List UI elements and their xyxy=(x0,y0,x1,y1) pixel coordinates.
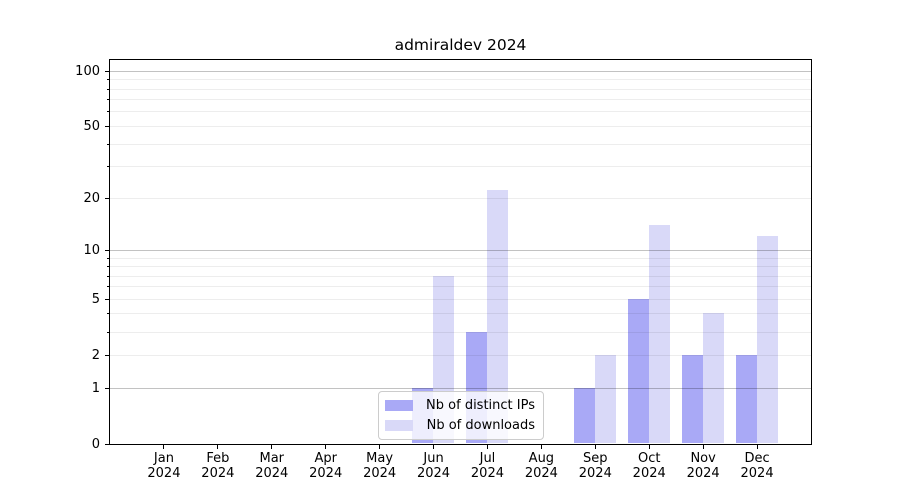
x-tick-label-jan: Jan 2024 xyxy=(147,451,181,481)
gridline-20 xyxy=(109,197,811,199)
x-tick-mark xyxy=(702,444,704,449)
gridline-60 xyxy=(109,111,811,113)
legend: Nb of distinct IPs Nb of downloads xyxy=(378,391,544,440)
bar-downloads-dec xyxy=(756,236,778,444)
y-tick-mark xyxy=(105,249,110,251)
x-tick-label-jul: Jul 2024 xyxy=(470,451,504,481)
x-tick-label-mar: Mar 2024 xyxy=(255,451,289,481)
gridline-1 xyxy=(109,387,811,389)
x-tick-label-feb: Feb 2024 xyxy=(201,451,235,481)
legend-swatch-downloads xyxy=(385,420,413,431)
x-tick-label-dec: Dec 2024 xyxy=(740,451,774,481)
x-tick-label-may: May 2024 xyxy=(363,451,397,481)
x-tick-label-aug: Aug 2024 xyxy=(524,451,558,481)
y-tick-mark xyxy=(105,387,110,389)
gridline-7 xyxy=(109,275,811,277)
gridline-100 xyxy=(109,70,811,72)
y-tick-mark xyxy=(105,298,110,300)
chart-title: admiraldev 2024 xyxy=(394,36,527,54)
legend-item-distinct-ips: Nb of distinct IPs xyxy=(385,398,535,413)
y-tick-label-1: 1 xyxy=(91,380,100,396)
bar-downloads-jul xyxy=(486,190,508,444)
y-tick-mark xyxy=(105,125,110,127)
x-tick-mark xyxy=(756,444,758,449)
y-tick-mark xyxy=(105,354,110,356)
plot-area xyxy=(108,58,812,445)
gridline-8 xyxy=(109,266,811,267)
gridline-40 xyxy=(109,143,811,145)
x-tick-mark xyxy=(648,444,650,449)
x-tick-label-sep: Sep 2024 xyxy=(578,451,612,481)
legend-label-distinct-ips: Nb of distinct IPs xyxy=(426,398,535,413)
x-tick-mark xyxy=(594,444,596,449)
gridline-70 xyxy=(109,99,811,101)
x-tick-mark xyxy=(163,444,165,449)
x-tick-mark xyxy=(486,444,488,449)
y-tick-label-2: 2 xyxy=(91,347,100,363)
x-tick-mark xyxy=(433,444,435,449)
gridline-2 xyxy=(109,354,811,356)
bar-downloads-nov xyxy=(702,313,724,444)
gridline-50 xyxy=(109,125,811,127)
gridline-5 xyxy=(109,298,811,300)
bar-downloads-oct xyxy=(648,224,670,444)
y-tick-label-5: 5 xyxy=(91,291,100,307)
y-tick-label-50: 50 xyxy=(83,118,100,134)
legend-swatch-distinct-ips xyxy=(385,400,413,411)
gridline-9 xyxy=(109,257,811,259)
gridline-10 xyxy=(109,249,811,251)
x-tick-mark xyxy=(379,444,381,449)
x-tick-mark xyxy=(325,444,327,449)
y-tick-mark xyxy=(105,70,110,72)
x-tick-label-nov: Nov 2024 xyxy=(686,451,720,481)
x-tick-mark xyxy=(271,444,273,449)
bar-distinct-ips-nov xyxy=(681,354,703,444)
plot-inner xyxy=(109,60,811,444)
y-tick-label-0: 0 xyxy=(91,436,100,452)
y-tick-mark xyxy=(105,443,110,445)
gridline-80 xyxy=(109,88,811,90)
y-tick-mark xyxy=(105,197,110,199)
gridline-4 xyxy=(109,313,811,315)
legend-item-downloads: Nb of downloads xyxy=(385,418,535,433)
bar-distinct-ips-sep xyxy=(573,387,595,444)
legend-label-downloads: Nb of downloads xyxy=(426,418,535,433)
x-tick-mark xyxy=(540,444,542,449)
gridline-6 xyxy=(109,286,811,288)
gridline-30 xyxy=(109,166,811,168)
y-tick-label-20: 20 xyxy=(83,190,100,206)
y-tick-label-10: 10 xyxy=(83,242,100,258)
gridline-3 xyxy=(109,331,811,333)
x-tick-label-oct: Oct 2024 xyxy=(632,451,666,481)
bar-distinct-ips-oct xyxy=(627,298,649,444)
gridline-90 xyxy=(109,79,811,81)
x-tick-label-jun: Jun 2024 xyxy=(416,451,451,481)
bar-downloads-sep xyxy=(594,354,616,444)
bar-distinct-ips-dec xyxy=(735,354,757,444)
x-tick-label-apr: Apr 2024 xyxy=(309,451,343,481)
x-tick-mark xyxy=(217,444,219,449)
y-tick-label-100: 100 xyxy=(75,63,100,79)
